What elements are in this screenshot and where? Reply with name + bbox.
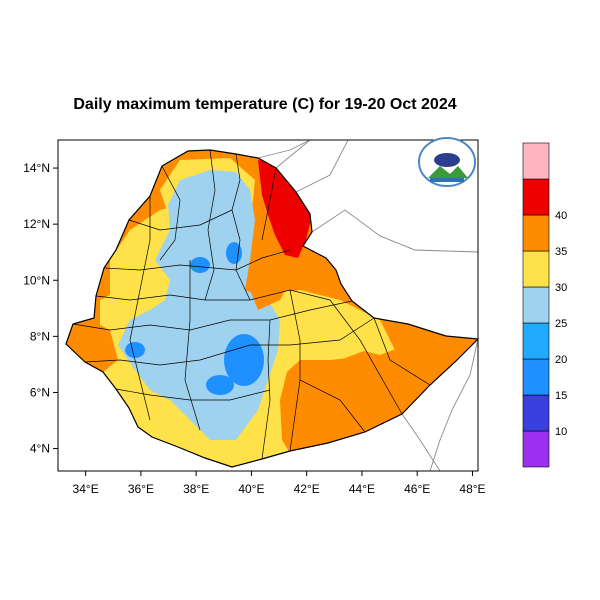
ethiopian-meteorology-institute-logo — [418, 137, 476, 187]
colorbar-swatch — [522, 358, 550, 396]
x-tick-label: 34°E — [73, 482, 99, 496]
colorbar-swatch — [522, 430, 550, 468]
field-cold-spot-1 — [224, 334, 264, 386]
y-tick-label: 12°N — [23, 217, 50, 231]
plot-frame — [57, 139, 479, 472]
field-cold-spot-5 — [190, 257, 210, 273]
colorbar-label: 35 — [555, 246, 567, 258]
colorbar-label: 20 — [555, 354, 567, 366]
colorbar-label: 10 — [555, 426, 567, 438]
field-hot-afar — [258, 160, 312, 258]
field-cold-spot-3 — [226, 242, 242, 264]
y-tick-label: 4°N — [30, 442, 50, 456]
colorbar-label: 30 — [555, 282, 567, 294]
colorbar: 10 15 20 25 30 35 40 — [522, 142, 567, 468]
x-axis: 34°E 36°E 38°E 40°E 42°E 44°E 46°E 48°E — [73, 471, 486, 496]
field-mild-central — [250, 290, 380, 380]
colorbar-label: 25 — [555, 318, 567, 330]
y-tick-label: 8°N — [30, 329, 50, 343]
colorbar-swatch — [522, 178, 550, 216]
field-cold-spot-2 — [206, 375, 234, 395]
y-axis: 4°N 6°N 8°N 10°N 12°N 14°N — [23, 161, 58, 456]
x-tick-label: 46°E — [404, 482, 430, 496]
colorbar-label: 15 — [555, 390, 567, 402]
colorbar-swatch — [522, 214, 550, 252]
x-tick-label: 38°E — [183, 482, 209, 496]
colorbar-swatch — [522, 250, 550, 288]
y-tick-label: 6°N — [30, 385, 50, 399]
x-tick-label: 36°E — [128, 482, 154, 496]
x-tick-label: 40°E — [238, 482, 264, 496]
field-warm-southeast — [282, 339, 478, 450]
y-tick-label: 14°N — [23, 161, 50, 175]
x-tick-label: 42°E — [294, 482, 320, 496]
colorbar-swatch — [522, 322, 550, 360]
field-cold-spot-4 — [125, 342, 145, 358]
colorbar-label: 40 — [555, 210, 567, 222]
neighbor-boundaries — [257, 140, 478, 471]
field-warm-west — [66, 320, 118, 372]
colorbar-swatch — [522, 142, 550, 180]
y-tick-label: 10°N — [23, 273, 50, 287]
x-tick-label: 48°E — [459, 482, 485, 496]
admin-boundaries — [72, 150, 431, 460]
colorbar-swatch — [522, 394, 550, 432]
x-tick-label: 44°E — [349, 482, 375, 496]
colorbar-swatch — [522, 286, 550, 324]
map-title: Daily maximum temperature (C) for 19-20 … — [73, 96, 457, 113]
